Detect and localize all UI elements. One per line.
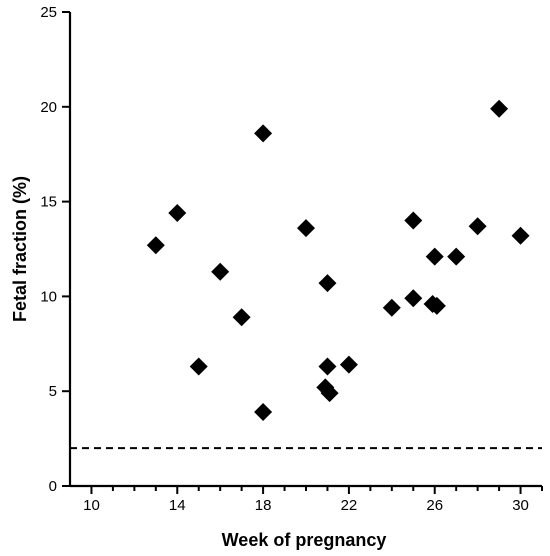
x-axis-title: Week of pregnancy	[222, 530, 387, 550]
data-point	[320, 384, 339, 403]
x-tick-label: 30	[512, 497, 529, 514]
data-point	[511, 226, 530, 245]
data-point	[211, 262, 230, 281]
data-point	[425, 247, 444, 266]
data-point	[318, 357, 337, 376]
y-tick-label: 25	[40, 4, 57, 21]
y-axis-title: Fetal fraction (%)	[10, 176, 30, 322]
data-point	[189, 357, 208, 376]
data-point	[427, 296, 446, 315]
x-tick-label: 10	[83, 497, 100, 514]
data-point	[168, 203, 187, 222]
data-point	[297, 219, 315, 238]
y-tick-label: 10	[40, 288, 57, 305]
x-axis-ticks: 10 14 18 22 26 30	[83, 486, 543, 514]
data-point	[382, 298, 401, 317]
axes	[68, 12, 542, 488]
data-point	[232, 308, 251, 327]
data-point	[468, 217, 487, 236]
y-tick-label: 20	[40, 99, 57, 116]
y-tick-label: 15	[40, 194, 57, 211]
data-point	[490, 99, 509, 118]
data-points	[146, 99, 530, 422]
data-point	[146, 236, 165, 255]
data-point	[404, 211, 423, 230]
x-tick-label: 26	[426, 497, 443, 514]
x-tick-label: 22	[341, 497, 358, 514]
y-axis-ticks: 0 5 10 15 20 25	[40, 4, 70, 495]
data-point	[254, 403, 273, 422]
x-tick-label: 14	[169, 497, 186, 514]
data-point	[318, 274, 337, 293]
data-point	[404, 289, 423, 308]
data-point	[254, 124, 273, 143]
y-tick-label: 5	[49, 383, 57, 400]
y-tick-label: 0	[49, 478, 57, 495]
data-point	[339, 355, 358, 374]
data-point	[447, 247, 466, 266]
x-tick-label: 18	[255, 497, 272, 514]
